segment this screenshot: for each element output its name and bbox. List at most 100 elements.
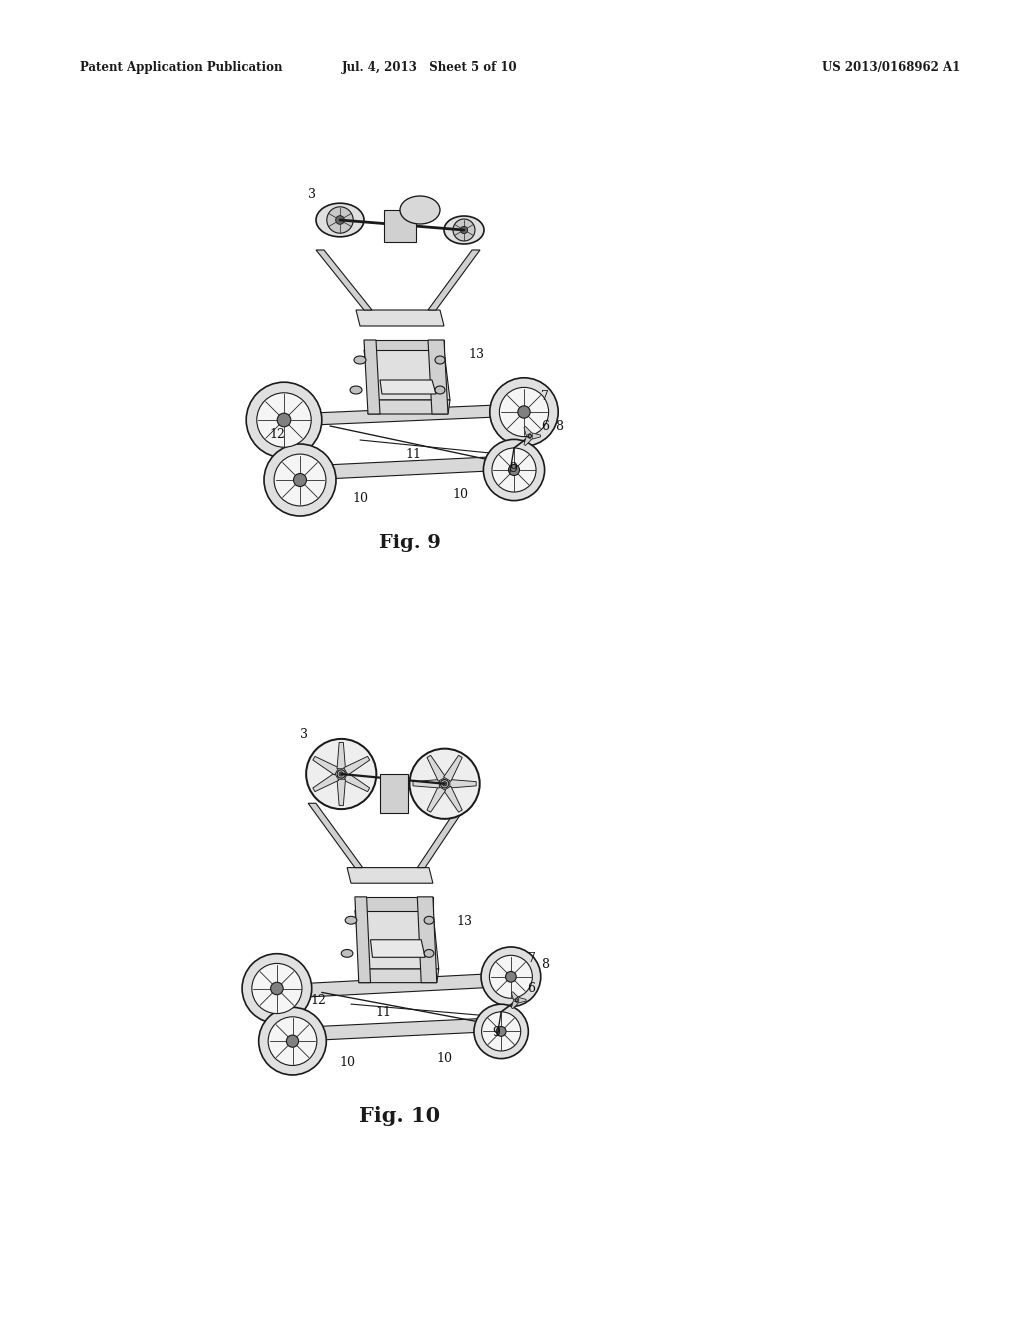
Polygon shape (428, 249, 480, 310)
Circle shape (339, 772, 343, 776)
Text: 9: 9 (493, 1026, 501, 1039)
Circle shape (489, 378, 558, 446)
Polygon shape (355, 896, 433, 911)
Ellipse shape (400, 195, 440, 224)
Polygon shape (524, 426, 531, 436)
Text: 10: 10 (339, 1056, 355, 1069)
Polygon shape (313, 756, 339, 775)
Polygon shape (427, 787, 445, 812)
Polygon shape (380, 380, 436, 393)
Circle shape (306, 739, 377, 809)
Ellipse shape (350, 385, 362, 393)
Circle shape (252, 964, 302, 1014)
Polygon shape (347, 867, 433, 883)
Text: 12: 12 (310, 994, 326, 1007)
Polygon shape (418, 896, 437, 982)
Text: 6: 6 (527, 982, 536, 995)
Circle shape (492, 447, 536, 492)
Polygon shape (337, 779, 345, 805)
Circle shape (270, 982, 284, 995)
Circle shape (337, 770, 345, 779)
Circle shape (461, 227, 468, 234)
Ellipse shape (435, 385, 445, 393)
Circle shape (481, 946, 541, 1007)
Text: 3: 3 (300, 729, 308, 742)
Text: 7: 7 (541, 389, 549, 403)
Circle shape (410, 748, 479, 818)
Polygon shape (532, 433, 541, 440)
Polygon shape (368, 400, 450, 414)
Circle shape (287, 1035, 299, 1047)
Circle shape (515, 999, 518, 1002)
Text: 6: 6 (541, 420, 549, 433)
Polygon shape (418, 804, 468, 867)
Polygon shape (364, 341, 444, 350)
FancyBboxPatch shape (380, 774, 408, 813)
Text: Fig. 10: Fig. 10 (359, 1106, 440, 1126)
Text: 10: 10 (436, 1052, 453, 1065)
Polygon shape (427, 755, 445, 781)
Polygon shape (283, 985, 304, 1031)
Text: Jul. 4, 2013   Sheet 5 of 10: Jul. 4, 2013 Sheet 5 of 10 (342, 62, 518, 74)
Circle shape (500, 387, 549, 437)
Ellipse shape (424, 949, 434, 957)
Polygon shape (371, 940, 425, 957)
Polygon shape (290, 404, 520, 426)
Polygon shape (450, 780, 476, 788)
Polygon shape (355, 896, 371, 982)
Ellipse shape (316, 203, 364, 236)
Circle shape (481, 1012, 521, 1051)
Text: Fig. 9: Fig. 9 (379, 535, 441, 552)
Circle shape (483, 440, 545, 500)
Polygon shape (308, 804, 362, 867)
Circle shape (489, 956, 532, 998)
Polygon shape (296, 1018, 498, 1041)
Circle shape (497, 1027, 506, 1036)
Polygon shape (290, 414, 312, 470)
Polygon shape (344, 774, 370, 792)
Text: 8: 8 (542, 958, 549, 972)
Circle shape (453, 219, 475, 242)
Circle shape (474, 1005, 528, 1059)
Circle shape (528, 434, 531, 438)
Circle shape (257, 393, 311, 447)
Polygon shape (364, 350, 450, 400)
Circle shape (327, 207, 353, 234)
Polygon shape (443, 755, 462, 781)
Ellipse shape (444, 216, 484, 244)
Text: 13: 13 (457, 915, 473, 928)
Text: US 2013/0168962 A1: US 2013/0168962 A1 (821, 62, 961, 74)
Circle shape (509, 465, 519, 475)
Ellipse shape (424, 916, 434, 924)
Polygon shape (358, 969, 438, 982)
Text: 7: 7 (527, 952, 536, 965)
FancyBboxPatch shape (384, 210, 416, 242)
Polygon shape (428, 341, 449, 414)
Polygon shape (316, 249, 372, 310)
Text: 13: 13 (468, 348, 484, 362)
Polygon shape (364, 341, 380, 414)
Circle shape (259, 1007, 327, 1074)
Ellipse shape (345, 916, 356, 924)
Circle shape (268, 1016, 316, 1065)
Polygon shape (511, 991, 518, 999)
Circle shape (274, 454, 326, 506)
Polygon shape (304, 455, 510, 480)
Circle shape (506, 972, 516, 982)
Text: 10: 10 (452, 488, 468, 502)
Polygon shape (413, 780, 439, 788)
Text: 9: 9 (509, 462, 517, 475)
Circle shape (264, 444, 336, 516)
Text: Patent Application Publication: Patent Application Publication (80, 62, 283, 74)
Circle shape (440, 780, 449, 788)
Polygon shape (356, 310, 444, 326)
Ellipse shape (435, 356, 445, 364)
Circle shape (336, 215, 344, 224)
Polygon shape (355, 911, 438, 969)
Polygon shape (510, 404, 526, 462)
Circle shape (246, 383, 322, 458)
Polygon shape (519, 998, 526, 1003)
Circle shape (518, 405, 530, 418)
Circle shape (442, 781, 446, 785)
Polygon shape (443, 787, 462, 812)
